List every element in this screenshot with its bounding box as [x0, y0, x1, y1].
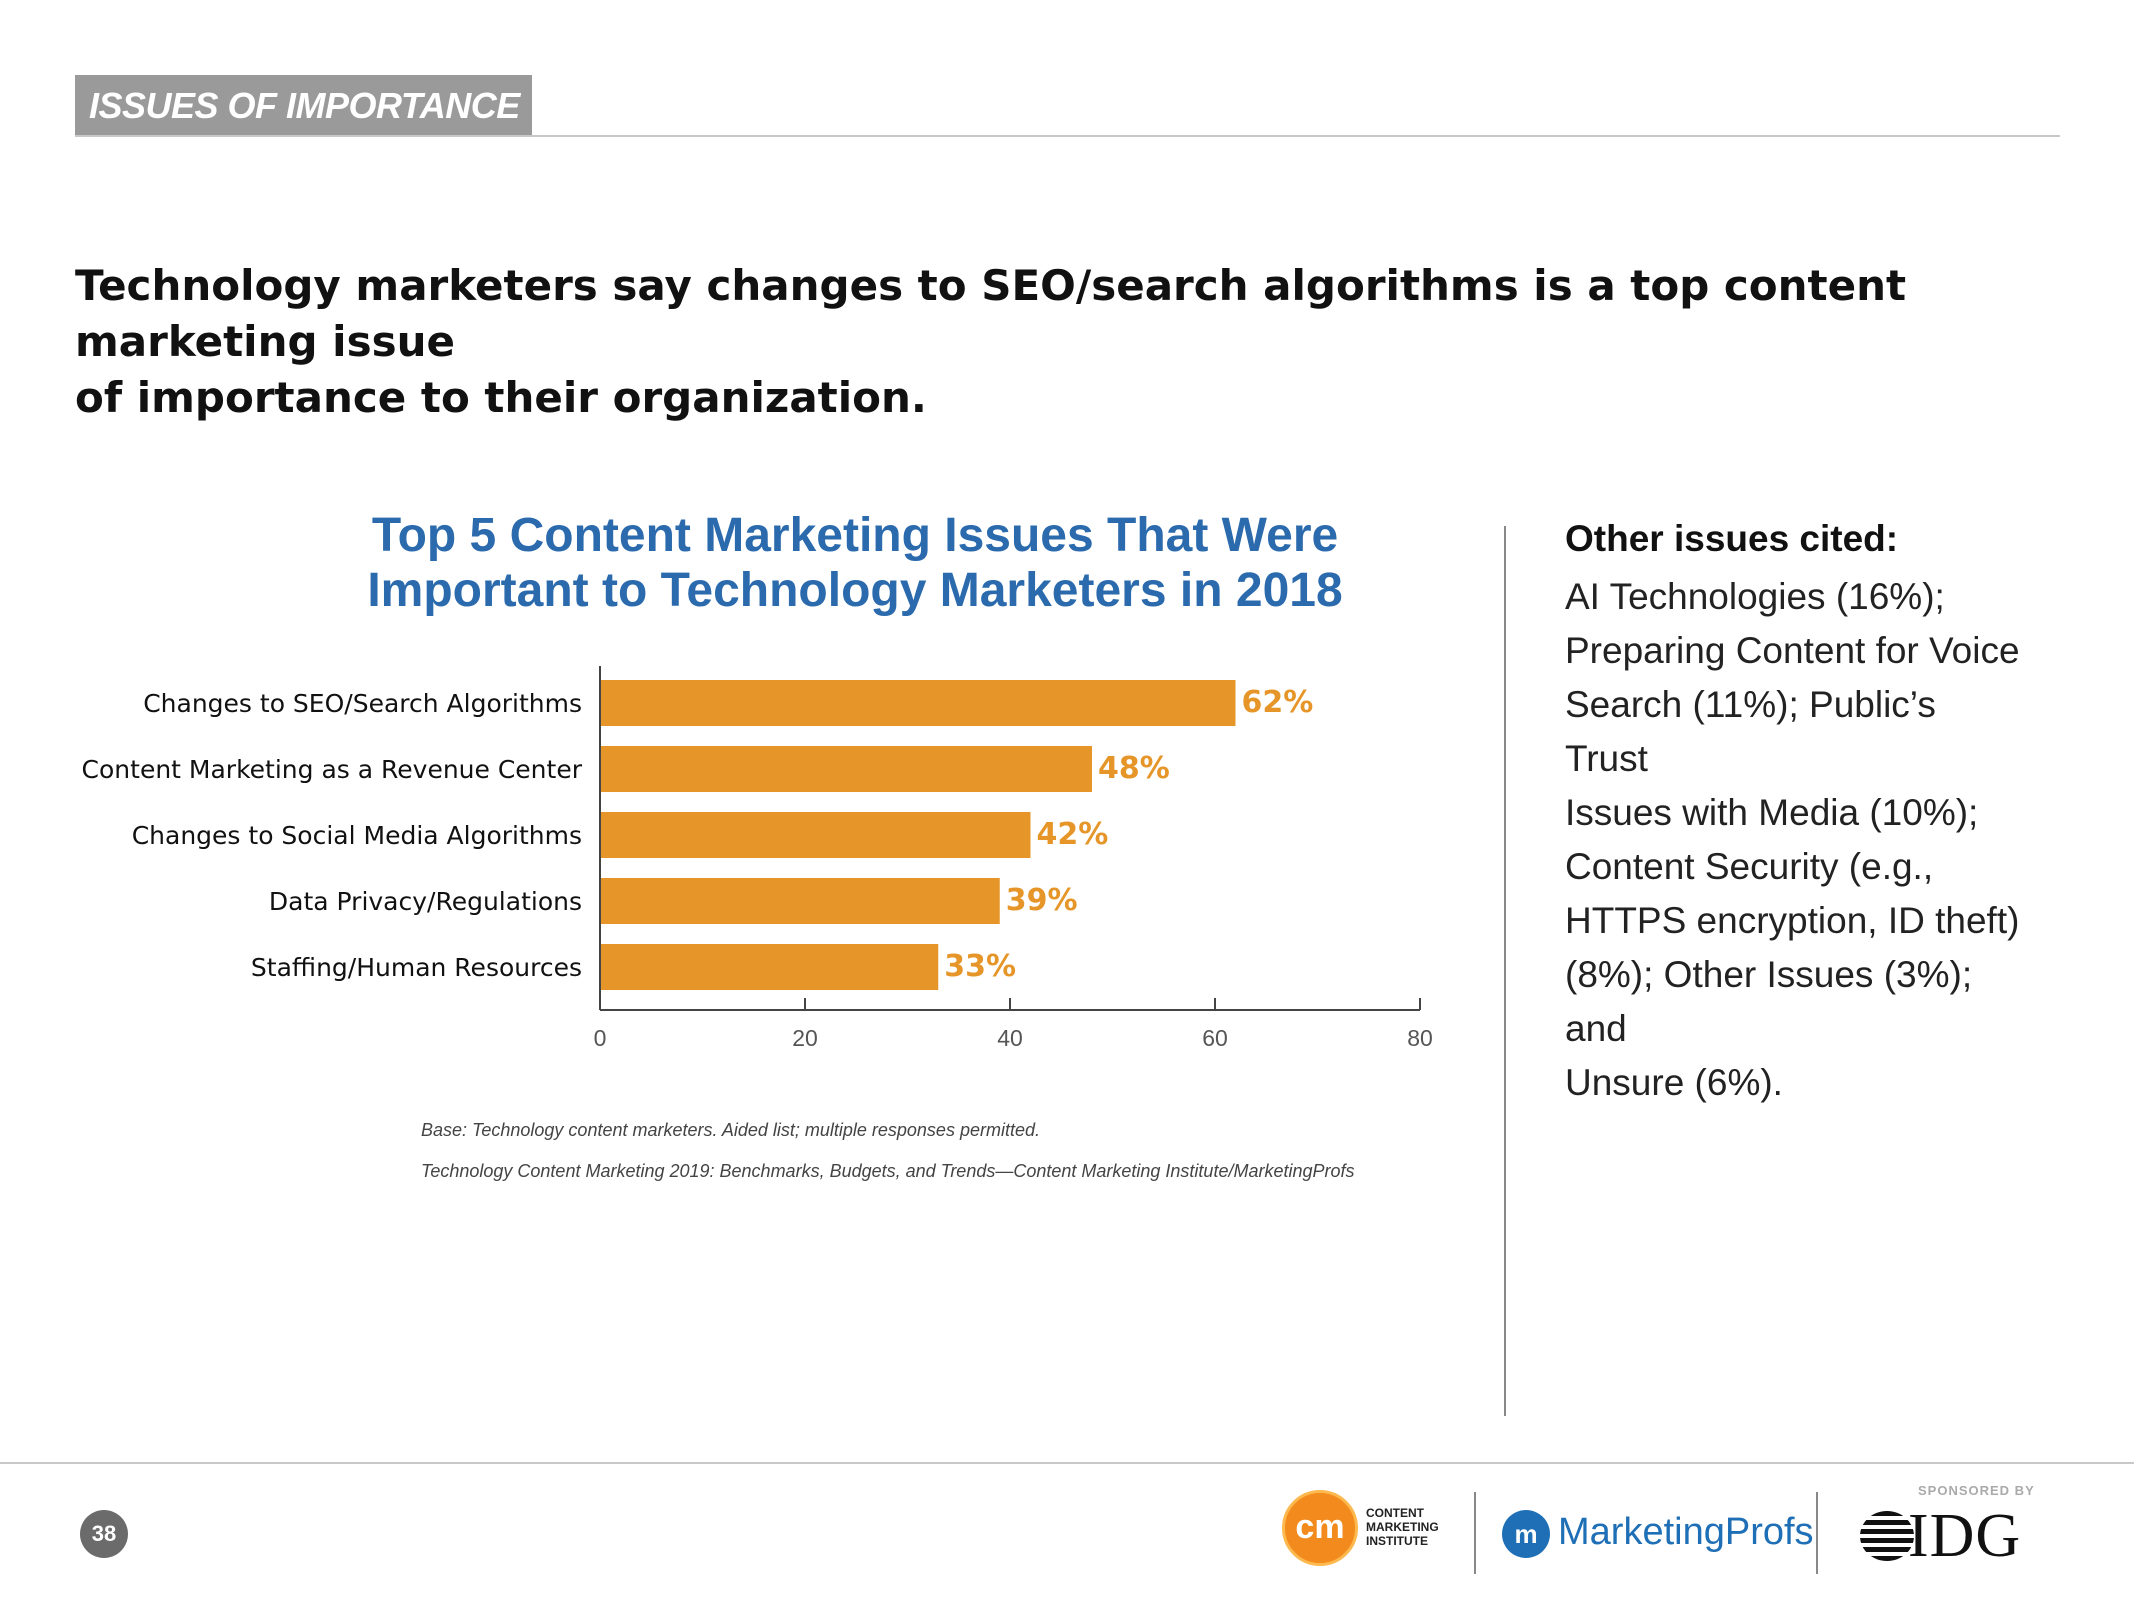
sidebar-line: Issues with Media (10%);	[1565, 792, 1979, 833]
section-rule	[75, 135, 2060, 137]
sidebar-line: (8%); Other Issues (3%); and	[1565, 954, 1973, 1049]
sidebar-body: AI Technologies (16%); Preparing Content…	[1565, 570, 2025, 1110]
bar	[600, 812, 1031, 858]
headline-line-2: of importance to their organization.	[75, 373, 927, 422]
bar	[600, 878, 1000, 924]
sidebar-line: Search (11%); Public’s Trust	[1565, 684, 1936, 779]
data-label: 62%	[1242, 685, 1314, 720]
bar	[600, 746, 1092, 792]
x-tick-label: 60	[1202, 1025, 1228, 1051]
vertical-divider	[1504, 526, 1506, 1416]
data-label: 33%	[944, 949, 1016, 984]
category-label: Staffing/Human Resources	[251, 953, 582, 982]
footer-rule	[0, 1462, 2134, 1464]
footnote-base: Base: Technology content marketers. Aide…	[421, 1120, 1040, 1140]
data-label: 42%	[1037, 817, 1109, 852]
data-label: 48%	[1098, 751, 1170, 786]
cmi-line: INSTITUTE	[1366, 1534, 1428, 1548]
data-label: 39%	[1006, 883, 1078, 918]
footnote-source: Technology Content Marketing 2019: Bench…	[421, 1161, 1355, 1181]
cmi-line: MARKETING	[1366, 1520, 1439, 1534]
x-tick-label: 80	[1407, 1025, 1433, 1051]
sidebar-line: HTTPS encryption, ID theft)	[1565, 900, 2020, 941]
marketingprofs-logo-text: MarketingProfs	[1558, 1511, 1814, 1553]
x-tick-label: 0	[594, 1025, 607, 1051]
chart-title-line-2: Important to Technology Marketers in 201…	[367, 564, 1343, 617]
sidebar-line: AI Technologies (16%);	[1565, 576, 1945, 617]
sidebar-line: Content Security (e.g.,	[1565, 846, 1934, 887]
headline-line-1: Technology marketers say changes to SEO/…	[75, 261, 1907, 366]
sponsored-label: SPONSORED BY	[1918, 1483, 2035, 1498]
marketingprofs-logo-icon: m	[1502, 1510, 1550, 1558]
idg-logo-text: IDG	[1908, 1502, 2022, 1570]
chart-title: Top 5 Content Marketing Issues That Were…	[355, 508, 1355, 618]
idg-logo: IDG	[1860, 1502, 2060, 1570]
category-label: Changes to Social Media Algorithms	[132, 821, 582, 850]
category-label: Content Marketing as a Revenue Center	[82, 755, 583, 784]
bar	[600, 680, 1236, 726]
bar-chart: Changes to SEO/Search Algorithms 62% Conte…	[82, 666, 1433, 1051]
bar	[600, 944, 939, 990]
sidebar-heading: Other issues cited:	[1565, 518, 1899, 559]
chart-title-line-1: Top 5 Content Marketing Issues That Were	[371, 509, 1339, 562]
section-tab: ISSUES OF IMPORTANCE	[75, 75, 532, 136]
page-headline: Technology marketers say changes to SEO/…	[75, 258, 2075, 426]
x-tick-label: 20	[792, 1025, 818, 1051]
sidebar-line: Unsure (6%).	[1565, 1062, 1783, 1103]
sidebar-line: Preparing Content for Voice	[1565, 630, 2020, 671]
cmi-logo-text: CONTENT MARKETING INSTITUTE	[1366, 1506, 1439, 1548]
category-label: Data Privacy/Regulations	[269, 887, 582, 916]
category-label: Changes to SEO/Search Algorithms	[143, 689, 582, 718]
logo-separator	[1816, 1492, 1818, 1574]
cmi-logo: cm CONTENT MARKETING INSTITUTE	[1282, 1490, 1442, 1570]
page-number: 38	[80, 1510, 128, 1558]
logo-separator	[1474, 1492, 1476, 1574]
cmi-logo-icon: cm	[1282, 1490, 1358, 1566]
x-tick-label: 40	[997, 1025, 1023, 1051]
idg-globe-icon	[1860, 1511, 1914, 1561]
cmi-line: CONTENT	[1366, 1506, 1424, 1520]
